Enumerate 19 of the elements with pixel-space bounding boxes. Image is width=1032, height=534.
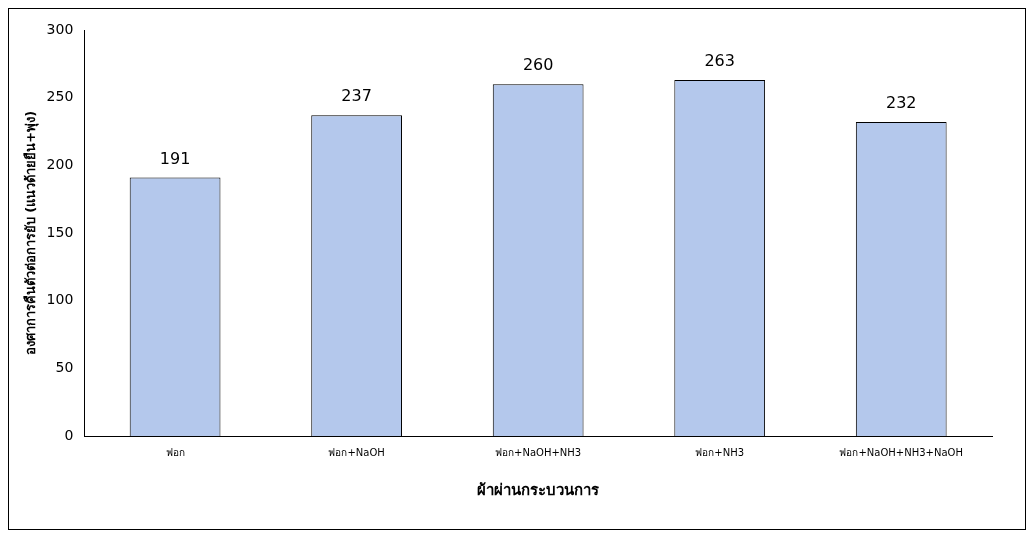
y-tick-label: 0 bbox=[64, 426, 74, 443]
y-axis-title: องศาการคืนตัวต่อการยับ (แนวด้ายยืน+พุ่ง) bbox=[23, 110, 40, 356]
x-tick-label: ฟอก+NH3 bbox=[695, 446, 745, 458]
data-label: 232 bbox=[885, 93, 917, 113]
y-tick-label: 250 bbox=[46, 88, 74, 105]
x-tick-label: ฟอก+NaOH+NH3+NaOH bbox=[839, 446, 963, 458]
x-tick-label: ฟอก bbox=[165, 446, 185, 458]
y-tick-label: 200 bbox=[46, 155, 74, 172]
x-axis-title: ผ้าผ่านกระบวนการ bbox=[477, 480, 601, 499]
y-tick-label: 150 bbox=[46, 223, 74, 240]
data-label: 263 bbox=[704, 51, 735, 71]
x-tick-label: ฟอก+NaOH+NH3 bbox=[495, 446, 582, 458]
y-tick-label: 300 bbox=[46, 20, 74, 37]
y-tick-label: 50 bbox=[55, 358, 74, 375]
data-label: 237 bbox=[341, 86, 372, 106]
data-label: 260 bbox=[522, 55, 554, 75]
y-tick-label: 100 bbox=[46, 291, 74, 308]
x-tick-label: ฟอก+NaOH bbox=[328, 446, 385, 458]
data-label: 191 bbox=[159, 148, 191, 168]
